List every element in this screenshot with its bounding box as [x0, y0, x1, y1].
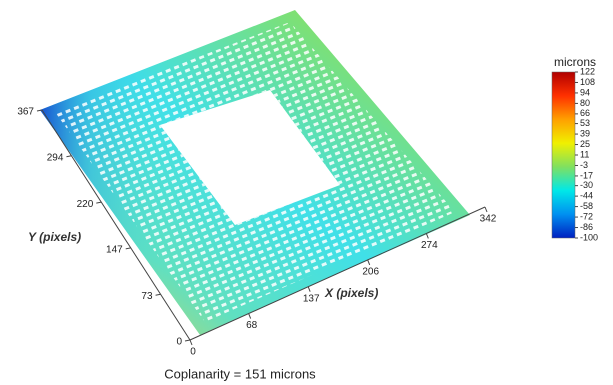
x-tick — [368, 260, 370, 265]
colorbar — [552, 72, 575, 238]
x-tick-label: 274 — [421, 240, 438, 251]
colorbar-tick-label: 25 — [580, 139, 590, 149]
x-tick-label: 342 — [480, 214, 497, 225]
y-tick-label: 0 — [176, 337, 182, 348]
x-tick-label: 206 — [362, 267, 379, 278]
x-tick-label: 137 — [303, 293, 320, 304]
x-tick-label: 68 — [246, 320, 258, 331]
x-axis-title: X (pixels) — [324, 286, 378, 300]
caption: Coplanarity = 151 microns — [164, 366, 316, 381]
y-tick-label: 220 — [77, 199, 94, 210]
colorbar-tick-label: 66 — [580, 108, 590, 118]
colorbar-tick-label: 39 — [580, 128, 590, 138]
colorbar-tick-label: -72 — [580, 211, 593, 221]
colorbar-tick-label: -17 — [580, 170, 593, 180]
colorbar-tick-label: 11 — [580, 149, 589, 159]
colorbar-tick-label: -86 — [580, 222, 593, 232]
y-tick-label: 294 — [47, 152, 64, 163]
y-tick — [96, 202, 101, 203]
colorbar-tick-label: 108 — [580, 77, 595, 87]
colorbar-tick-label: 80 — [580, 98, 590, 108]
y-tick-label: 147 — [106, 245, 123, 256]
colorbar-tick-label: -58 — [580, 201, 593, 211]
colorbar-tick-label: -100 — [580, 232, 598, 242]
colorbar-tick-label: 122 — [580, 66, 595, 76]
x-tick — [308, 287, 310, 292]
y-tick — [126, 248, 131, 249]
colorbar-tick-label: 94 — [580, 87, 590, 97]
y-tick-label: 367 — [17, 107, 34, 118]
chart: X (pixels) Y (pixels) Coplanarity = 151 … — [0, 0, 613, 385]
colorbar-tick-label: 53 — [580, 118, 590, 128]
y-tick-label: 73 — [141, 291, 153, 302]
surface — [40, 10, 470, 335]
colorbar-tick-label: -30 — [580, 180, 593, 190]
x-tick — [426, 233, 428, 238]
x-tick-label: 0 — [190, 347, 196, 358]
x-tick — [249, 314, 251, 319]
colorbar-tick-label: -44 — [580, 191, 593, 201]
y-tick — [185, 340, 190, 341]
x-tick — [485, 207, 487, 212]
y-tick — [66, 156, 71, 157]
y-tick — [156, 294, 161, 295]
y-axis-title: Y (pixels) — [28, 230, 81, 244]
colorbar-tick-label: -3 — [580, 160, 588, 170]
x-tick — [190, 340, 192, 345]
